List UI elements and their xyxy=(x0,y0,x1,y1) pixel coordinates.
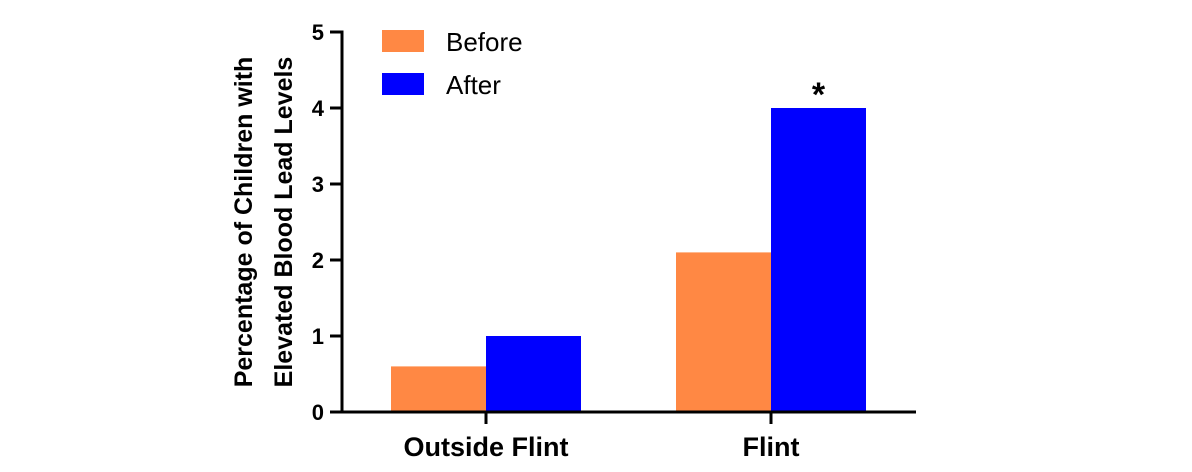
y-tick-label-4: 4 xyxy=(312,96,325,121)
y-axis-label-line-1: Percentage of Children with xyxy=(230,57,258,388)
legend-swatch-before xyxy=(382,30,424,52)
annotations-layer: * xyxy=(812,76,826,114)
axes-layer: 0 1 2 3 4 5 Outside Flint Flint xyxy=(312,20,916,462)
legend-swatch-after xyxy=(382,73,424,95)
y-tick-label-3: 3 xyxy=(312,172,324,197)
bars-layer xyxy=(391,108,866,412)
bar-flint-before xyxy=(676,252,771,412)
legend-label-after: After xyxy=(446,70,501,100)
significance-asterisk: * xyxy=(812,76,826,114)
y-tick-label-2: 2 xyxy=(312,248,324,273)
bar-outside-flint-before xyxy=(391,366,486,412)
y-tick-label-5: 5 xyxy=(312,20,324,45)
bar-flint-after xyxy=(771,108,866,412)
x-tick-label-flint: Flint xyxy=(743,432,800,462)
bar-outside-flint-after xyxy=(486,336,581,412)
x-tick-label-outside-flint: Outside Flint xyxy=(404,432,569,462)
y-tick-label-1: 1 xyxy=(312,324,324,349)
y-tick-label-0: 0 xyxy=(312,400,324,425)
y-axis-label-line-2: Elevated Blood Lead Levels xyxy=(270,57,298,388)
y-axis-label-group: Percentage of Children with Elevated Blo… xyxy=(230,57,298,388)
legend-label-before: Before xyxy=(446,27,523,57)
legend: Before After xyxy=(382,27,523,100)
